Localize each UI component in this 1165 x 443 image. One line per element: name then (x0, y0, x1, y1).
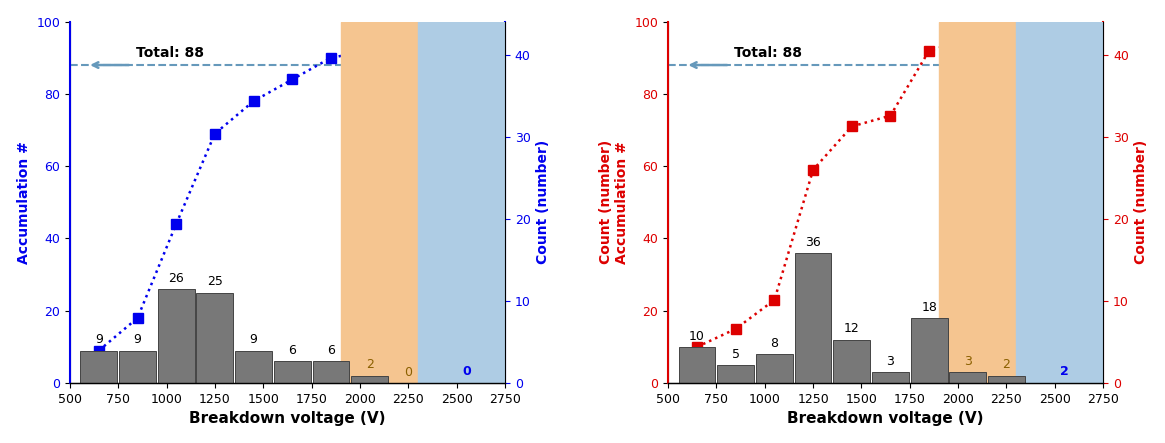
X-axis label: Breakdown voltage (V): Breakdown voltage (V) (189, 412, 386, 426)
Bar (911, 318, 947, 383)
Text: 12: 12 (843, 323, 860, 335)
Bar (939, 22, 1016, 383)
X-axis label: Breakdown voltage (V): Breakdown voltage (V) (788, 412, 984, 426)
Text: 25: 25 (207, 276, 223, 288)
Text: 2: 2 (366, 358, 374, 372)
Bar (119, 350, 156, 383)
Bar (988, 376, 1025, 383)
Text: 2: 2 (1060, 365, 1068, 377)
Text: 9: 9 (249, 333, 257, 346)
Bar (157, 289, 195, 383)
Text: Total: 88: Total: 88 (135, 46, 204, 60)
Bar (340, 22, 418, 383)
Y-axis label: Count (number): Count (number) (536, 140, 550, 264)
Text: 6: 6 (327, 344, 334, 357)
Text: 6: 6 (288, 344, 296, 357)
Bar (756, 354, 793, 383)
Bar (418, 22, 504, 383)
Bar (80, 350, 118, 383)
Bar (873, 372, 909, 383)
Text: 0: 0 (404, 366, 412, 379)
Y-axis label: Count (number)
Accumulation #: Count (number) Accumulation # (599, 140, 629, 264)
Bar (1016, 22, 1103, 383)
Bar (833, 340, 870, 383)
Bar (197, 293, 233, 383)
Bar (312, 361, 350, 383)
Text: 5: 5 (732, 348, 740, 361)
Bar (949, 372, 987, 383)
Text: 36: 36 (805, 236, 821, 249)
Text: 2: 2 (1003, 358, 1010, 372)
Text: 0: 0 (461, 365, 471, 377)
Text: 9: 9 (134, 333, 141, 346)
Text: 26: 26 (168, 272, 184, 285)
Text: 8: 8 (770, 337, 778, 350)
Text: Total: 88: Total: 88 (734, 46, 802, 60)
Text: 3: 3 (963, 355, 972, 368)
Bar (679, 347, 715, 383)
Bar (274, 361, 311, 383)
Y-axis label: Count (number): Count (number) (1135, 140, 1149, 264)
Bar (351, 376, 388, 383)
Text: 10: 10 (690, 330, 705, 342)
Bar (718, 365, 754, 383)
Text: 3: 3 (887, 355, 895, 368)
Text: 9: 9 (94, 333, 103, 346)
Bar (795, 253, 832, 383)
Bar (235, 350, 271, 383)
Y-axis label: Accumulation #: Accumulation # (16, 141, 30, 264)
Text: 18: 18 (922, 301, 937, 314)
